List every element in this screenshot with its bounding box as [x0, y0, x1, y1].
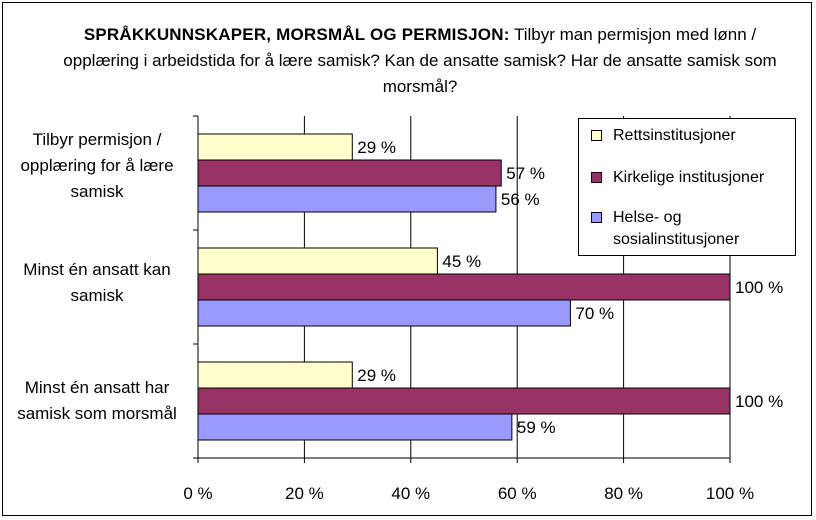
x-tick-label: 100 %: [706, 484, 754, 503]
x-tick-label: 80 %: [604, 484, 643, 503]
data-label: 29 %: [357, 138, 396, 157]
legend-label-retts: Rettsinstitusjoner: [613, 127, 736, 144]
category-label-morsmal: Minst én ansatt har samisk som morsmål: [17, 378, 177, 423]
data-label: 29 %: [357, 366, 396, 385]
data-label: 59 %: [517, 418, 556, 437]
data-label: 45 %: [442, 252, 481, 271]
chart-title-text: Tilbyr man permisjon med lønn / opplærin…: [63, 25, 777, 96]
x-tick-label: 60 %: [498, 484, 537, 503]
category-label-permisjon: Tilbyr permisjon / opplæring for å lære …: [20, 130, 174, 201]
bar: [197, 159, 502, 187]
chart-title: SPRÅKKUNNSKAPER, MORSMÅL OG PERMISJON: T…: [60, 22, 780, 100]
bar: [197, 247, 438, 275]
bar: [197, 413, 513, 441]
legend-swatch-helse: [591, 212, 602, 223]
category-label-kan-samisk: Minst én ansatt kan samisk: [23, 260, 171, 305]
data-label: 100 %: [735, 278, 783, 297]
data-label: 70 %: [575, 304, 614, 323]
x-tick-label: 20 %: [285, 484, 324, 503]
data-label: 56 %: [501, 190, 540, 209]
data-label: 57 %: [506, 164, 545, 183]
legend-swatch-kirkelige: [591, 172, 602, 183]
legend-label-helse: Helse- og sosialinstitusjoner: [613, 209, 740, 248]
chart-title-bold: SPRÅKKUNNSKAPER, MORSMÅL OG PERMISJON:: [83, 25, 510, 44]
x-tick-label: 0 %: [183, 484, 212, 503]
legend-label-kirkelige: Kirkelige institusjoner: [613, 169, 765, 186]
legend: Rettsinstitusjoner Kirkelige institusjon…: [578, 118, 796, 256]
bar: [197, 361, 353, 389]
bar: [197, 387, 731, 415]
bar: [197, 273, 731, 301]
bar: [197, 133, 353, 161]
legend-swatch-retts: [591, 130, 602, 141]
bar: [197, 299, 571, 327]
data-label: 100 %: [735, 392, 783, 411]
x-tick-label: 40 %: [391, 484, 430, 503]
bar: [197, 185, 497, 213]
